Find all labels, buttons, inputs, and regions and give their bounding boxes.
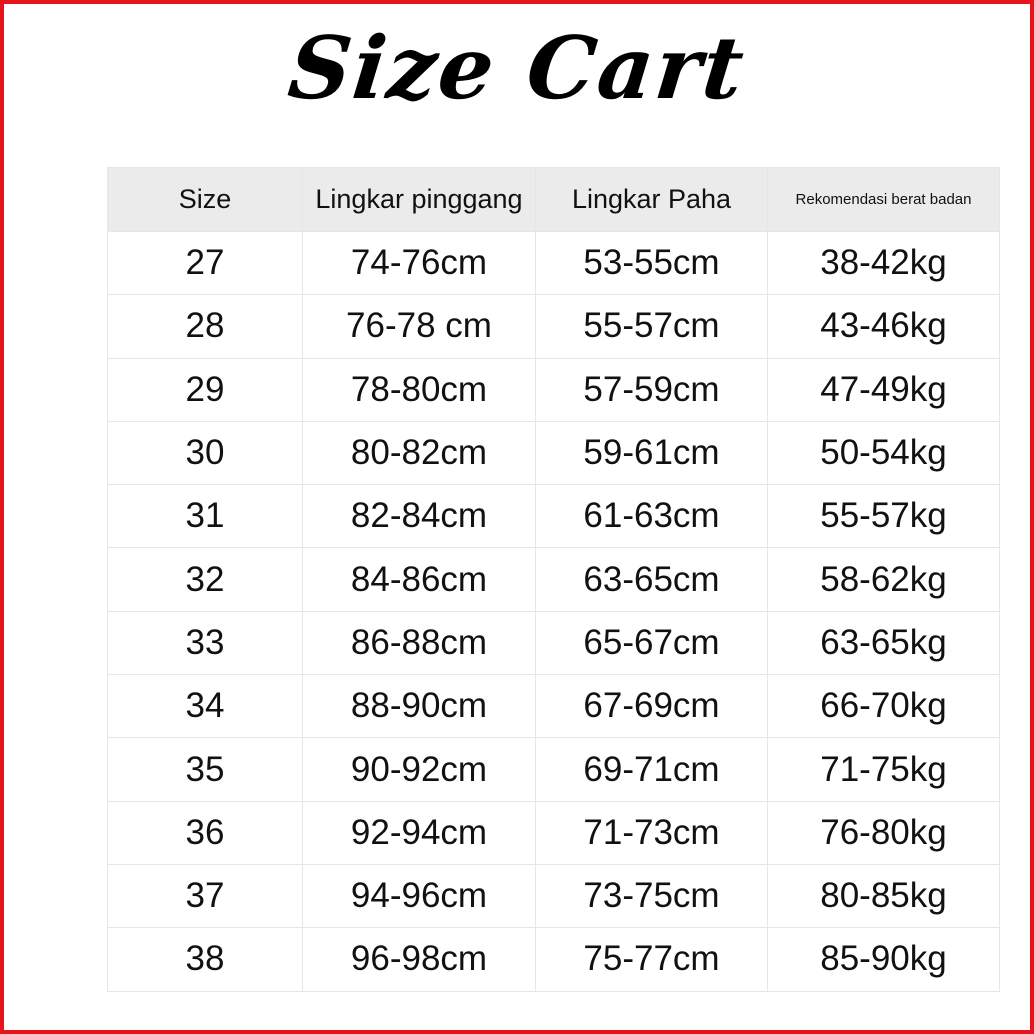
table-row: 36 92-94cm 71-73cm 76-80kg — [107, 800, 1000, 865]
cell-weight: 58-62kg — [767, 547, 1000, 612]
cell-weight: 66-70kg — [767, 674, 1000, 739]
cell-waist: 86-88cm — [302, 610, 536, 676]
table-row: 29 78-80cm 57-59cm 47-49kg — [107, 357, 1000, 422]
cell-waist: 76-78 cm — [302, 294, 536, 359]
cell-size: 36 — [107, 800, 303, 865]
cell-size: 30 — [107, 420, 303, 486]
cell-waist: 90-92cm — [302, 737, 536, 802]
cell-weight: 80-85kg — [767, 863, 1000, 929]
cell-size: 32 — [107, 547, 303, 612]
cell-waist: 92-94cm — [302, 800, 536, 865]
cell-size: 27 — [107, 230, 303, 296]
cell-weight: 71-75kg — [767, 737, 1000, 802]
header-waist: Lingkar pinggang — [302, 167, 536, 232]
cell-waist: 78-80cm — [302, 357, 536, 422]
cell-thigh: 65-67cm — [535, 610, 768, 676]
cell-size: 34 — [107, 674, 303, 739]
table-row: 33 86-88cm 65-67cm 63-65kg — [107, 610, 1000, 676]
cell-waist: 84-86cm — [302, 547, 536, 612]
cell-weight: 76-80kg — [767, 800, 1000, 865]
cell-thigh: 67-69cm — [535, 674, 768, 739]
table-row: 37 94-96cm 73-75cm 80-85kg — [107, 863, 1000, 929]
cell-thigh: 71-73cm — [535, 800, 768, 865]
table-row: 32 84-86cm 63-65cm 58-62kg — [107, 547, 1000, 612]
table-row: 35 90-92cm 69-71cm 71-75kg — [107, 737, 1000, 802]
cell-waist: 94-96cm — [302, 863, 536, 929]
cell-size: 37 — [107, 863, 303, 929]
cell-thigh: 63-65cm — [535, 547, 768, 612]
table-row: 28 76-78 cm 55-57cm 43-46kg — [107, 294, 1000, 359]
cell-thigh: 55-57cm — [535, 294, 768, 359]
cell-weight: 50-54kg — [767, 420, 1000, 486]
cell-size: 38 — [107, 927, 303, 992]
header-weight: Rekomendasi berat badan — [767, 167, 1000, 232]
cell-size: 31 — [107, 484, 303, 549]
cell-weight: 47-49kg — [767, 357, 1000, 422]
cell-thigh: 57-59cm — [535, 357, 768, 422]
header-size: Size — [107, 167, 303, 232]
cell-thigh: 59-61cm — [535, 420, 768, 486]
cell-size: 33 — [107, 610, 303, 676]
cell-thigh: 73-75cm — [535, 863, 768, 929]
cell-waist: 74-76cm — [302, 230, 536, 296]
table-row: 38 96-98cm 75-77cm 85-90kg — [107, 927, 1000, 992]
table-row: 30 80-82cm 59-61cm 50-54kg — [107, 420, 1000, 486]
cell-size: 29 — [107, 357, 303, 422]
cell-waist: 88-90cm — [302, 674, 536, 739]
cell-weight: 63-65kg — [767, 610, 1000, 676]
cell-weight: 85-90kg — [767, 927, 1000, 992]
table-row: 34 88-90cm 67-69cm 66-70kg — [107, 674, 1000, 739]
cell-weight: 43-46kg — [767, 294, 1000, 359]
size-chart-table: Size Lingkar pinggang Lingkar Paha Rekom… — [107, 167, 1000, 992]
cell-size: 28 — [107, 294, 303, 359]
cell-thigh: 75-77cm — [535, 927, 768, 992]
cell-waist: 96-98cm — [302, 927, 536, 992]
header-thigh: Lingkar Paha — [535, 167, 768, 232]
header-row: Size Lingkar pinggang Lingkar Paha Rekom… — [107, 167, 1000, 232]
table-row: 27 74-76cm 53-55cm 38-42kg — [107, 230, 1000, 296]
cell-weight: 38-42kg — [767, 230, 1000, 296]
cell-weight: 55-57kg — [767, 484, 1000, 549]
cell-thigh: 53-55cm — [535, 230, 768, 296]
cell-waist: 82-84cm — [302, 484, 536, 549]
cell-thigh: 61-63cm — [535, 484, 768, 549]
cell-waist: 80-82cm — [302, 420, 536, 486]
cell-thigh: 69-71cm — [535, 737, 768, 802]
cell-size: 35 — [107, 737, 303, 802]
table-row: 31 82-84cm 61-63cm 55-57kg — [107, 484, 1000, 549]
page-title: Size Cart — [283, 18, 751, 119]
